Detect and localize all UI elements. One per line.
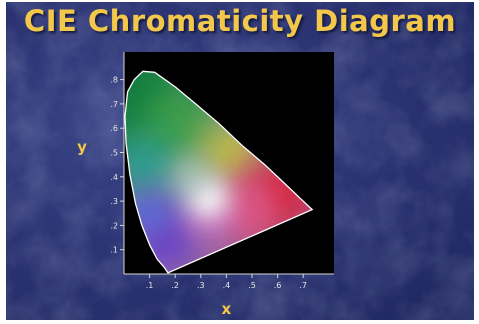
x-tick-label: .7 xyxy=(299,281,307,290)
y-tick-label: .7 xyxy=(110,100,118,109)
y-tick-label: .5 xyxy=(110,149,118,158)
x-tick-label: .1 xyxy=(146,281,154,290)
x-tick-label: .4 xyxy=(223,281,231,290)
x-tick-label: .5 xyxy=(248,281,256,290)
y-tick-label: .2 xyxy=(110,221,118,230)
page-title: CIE Chromaticity Diagram xyxy=(23,4,457,38)
x-tick-label: .2 xyxy=(171,281,179,290)
x-tick-label: .6 xyxy=(274,281,282,290)
chromaticity-plot: .1 .2 .3 .4 .5 .6 .7 .1 .2 .3 .4 .5 .6 .7 .8 x y xyxy=(77,52,334,318)
y-tick-label: .3 xyxy=(110,197,118,206)
y-tick-label: .8 xyxy=(110,76,118,85)
x-tick-label: .3 xyxy=(197,281,205,290)
y-tick-label: .1 xyxy=(110,246,118,255)
y-axis-label: y xyxy=(77,138,87,156)
y-tick-label: .6 xyxy=(110,124,118,133)
spectral-locus xyxy=(124,70,314,274)
slide-background: CIE Chromaticity Diagram xyxy=(6,2,474,320)
color-blob-10 xyxy=(168,154,213,199)
x-axis-label: x xyxy=(222,300,232,318)
y-tick-label: .4 xyxy=(110,173,118,182)
